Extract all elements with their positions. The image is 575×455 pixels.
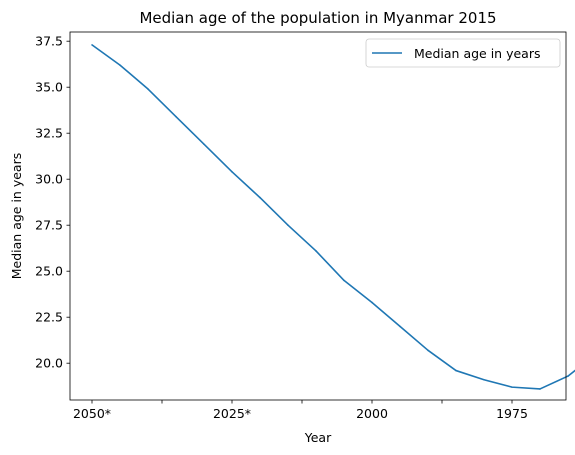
y-tick-label: 30.0 <box>35 172 63 187</box>
y-tick-label: 27.5 <box>35 218 63 233</box>
x-axis: 2050*2025*200019751950 <box>73 400 528 421</box>
y-tick-label: 32.5 <box>35 126 63 141</box>
data-point <box>287 224 289 226</box>
y-axis: 20.0 22.5 25.0 27.5 30.0 32.5 35.0 37.5 <box>35 34 70 371</box>
data-point <box>399 325 401 328</box>
series-line <box>91 44 575 390</box>
x-tick-label: 2025* <box>213 406 251 421</box>
y-tick-label: 35.0 <box>35 80 63 95</box>
y-tick-label: 25.0 <box>35 264 63 279</box>
data-point <box>259 196 261 199</box>
data-point <box>315 250 317 252</box>
data-point <box>511 386 513 388</box>
legend-label: Median age in years <box>414 46 540 61</box>
data-point <box>231 171 233 173</box>
legend-box <box>365 38 561 68</box>
x-tick-label: 2000 <box>356 406 388 421</box>
x-tick-label: 1975 <box>496 406 528 421</box>
data-point <box>567 375 569 377</box>
y-axis-title: Median age in years <box>9 153 24 279</box>
chart-title: Median age of the population in Myanmar … <box>139 9 496 27</box>
data-point <box>343 279 345 282</box>
y-tick-label: 37.5 <box>35 34 63 49</box>
data-point <box>203 143 205 146</box>
y-tick-label: 20.0 <box>35 356 63 371</box>
plot-frame <box>69 31 567 401</box>
plot-area <box>69 31 575 401</box>
data-point <box>427 349 429 352</box>
data-point <box>175 115 177 118</box>
y-tick-label: 22.5 <box>35 310 63 325</box>
data-point <box>483 378 485 381</box>
x-axis-title: Year <box>304 430 332 445</box>
data-point <box>147 88 149 90</box>
x-tick-label: 2050* <box>73 406 111 421</box>
data-point <box>91 44 93 46</box>
data-point <box>371 301 373 304</box>
data-point <box>539 388 541 390</box>
legend: Median age in years <box>365 38 561 68</box>
data-point <box>455 369 457 372</box>
data-point <box>119 64 121 66</box>
